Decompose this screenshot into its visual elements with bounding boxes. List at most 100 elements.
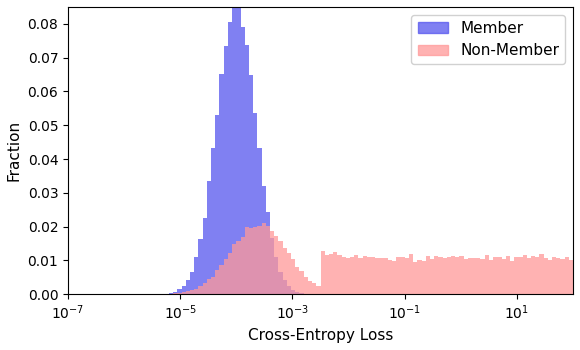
Bar <box>396 257 400 294</box>
Bar <box>299 293 304 294</box>
X-axis label: Cross-Entropy Loss: Cross-Entropy Loss <box>248 328 393 343</box>
Bar <box>346 258 350 294</box>
Bar <box>241 237 245 294</box>
Bar <box>202 218 207 294</box>
Bar <box>493 257 497 294</box>
Bar <box>291 259 295 294</box>
Bar <box>480 259 485 294</box>
Bar <box>565 257 569 294</box>
Bar <box>202 283 207 294</box>
Y-axis label: Fraction: Fraction <box>7 120 22 181</box>
Bar <box>236 0 241 294</box>
Bar <box>270 238 274 294</box>
Bar <box>358 258 362 294</box>
Bar <box>543 258 548 294</box>
Bar <box>519 257 523 294</box>
Bar <box>510 260 514 294</box>
Bar <box>539 253 543 294</box>
Bar <box>186 280 190 294</box>
Bar <box>434 256 438 294</box>
Bar <box>485 255 489 294</box>
Bar <box>405 258 409 294</box>
Bar <box>350 257 354 294</box>
Bar <box>388 260 392 294</box>
Bar <box>569 260 573 294</box>
Bar <box>278 272 282 294</box>
Bar <box>476 258 480 294</box>
Bar <box>304 277 308 294</box>
Bar <box>333 252 338 294</box>
Bar <box>190 290 194 294</box>
Bar <box>198 286 202 294</box>
Bar <box>523 255 527 294</box>
Bar <box>535 257 539 294</box>
Bar <box>228 22 232 294</box>
Bar <box>207 279 211 294</box>
Bar <box>219 74 224 294</box>
Bar <box>338 255 342 294</box>
Bar <box>287 286 291 294</box>
Bar <box>190 272 194 294</box>
Bar <box>194 288 198 294</box>
Bar <box>287 253 291 294</box>
Bar <box>367 257 371 294</box>
Bar <box>379 258 383 294</box>
Bar <box>182 286 186 294</box>
Bar <box>236 241 241 294</box>
Bar <box>527 258 531 294</box>
Bar <box>375 258 379 294</box>
Bar <box>215 270 219 294</box>
Bar <box>506 256 510 294</box>
Bar <box>514 257 519 294</box>
Bar <box>430 259 434 294</box>
Bar <box>228 253 232 294</box>
Bar <box>270 231 274 294</box>
Bar <box>502 259 506 294</box>
Bar <box>253 227 258 294</box>
Bar <box>556 258 560 294</box>
Bar <box>354 255 358 294</box>
Bar <box>232 244 236 294</box>
Bar <box>463 259 468 294</box>
Bar <box>371 257 375 294</box>
Bar <box>258 147 262 294</box>
Bar <box>194 257 198 294</box>
Bar <box>560 259 565 294</box>
Bar <box>383 258 388 294</box>
Bar <box>291 290 295 294</box>
Bar <box>325 255 329 294</box>
Bar <box>169 293 173 294</box>
Bar <box>455 257 459 294</box>
Bar <box>198 239 202 294</box>
Bar <box>232 8 236 294</box>
Bar <box>342 257 346 294</box>
Bar <box>295 292 299 294</box>
Bar <box>400 257 405 294</box>
Bar <box>173 292 177 294</box>
Bar <box>282 248 287 294</box>
Bar <box>245 228 249 294</box>
Bar <box>392 261 396 294</box>
Bar <box>282 280 287 294</box>
Bar <box>253 113 258 294</box>
Bar <box>182 292 186 294</box>
Bar <box>413 262 418 294</box>
Bar <box>409 254 413 294</box>
Bar <box>295 267 299 294</box>
Bar <box>426 256 430 294</box>
Bar <box>316 286 321 294</box>
Bar <box>219 265 224 294</box>
Bar <box>274 257 278 294</box>
Bar <box>497 258 502 294</box>
Bar <box>459 256 463 294</box>
Bar <box>308 281 312 294</box>
Bar <box>274 236 278 294</box>
Bar <box>443 258 447 294</box>
Bar <box>266 212 270 294</box>
Bar <box>438 257 443 294</box>
Bar <box>207 181 211 294</box>
Bar <box>531 257 535 294</box>
Bar <box>224 259 228 294</box>
Bar <box>468 258 472 294</box>
Bar <box>224 46 228 294</box>
